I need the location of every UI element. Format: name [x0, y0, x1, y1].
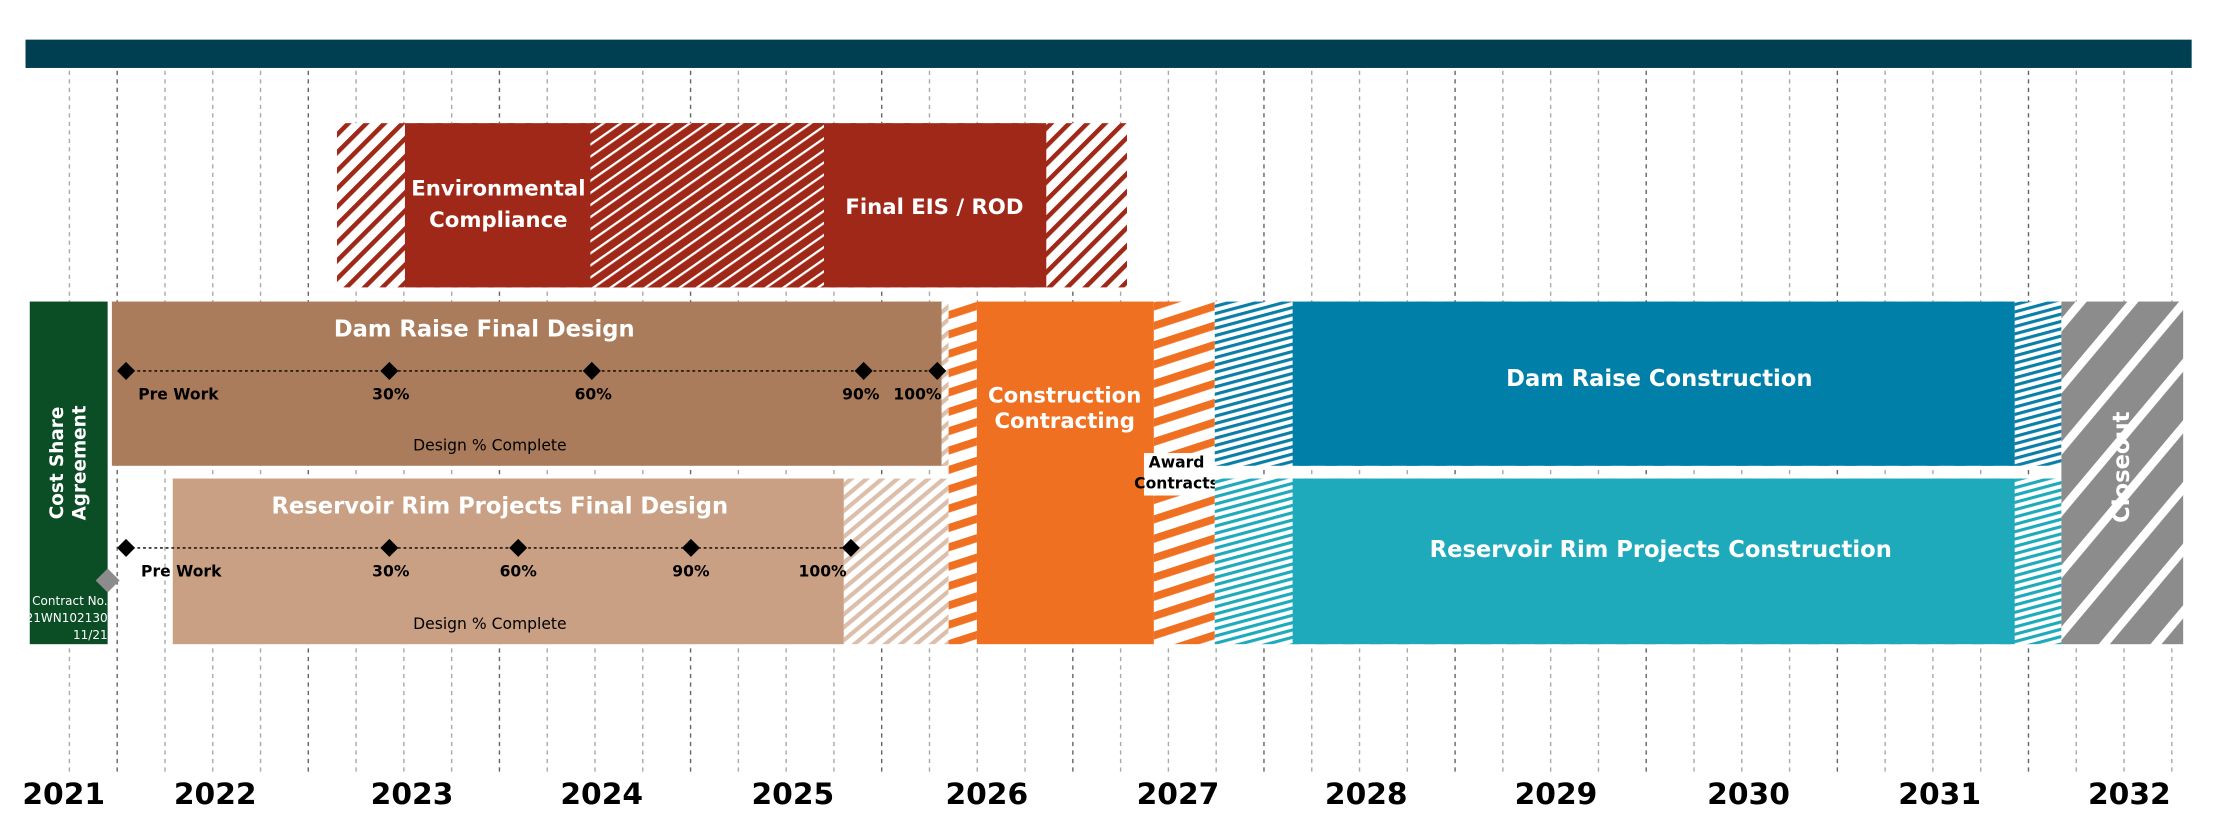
- year-label: 2029: [1515, 777, 1598, 812]
- env-label: Compliance: [429, 208, 567, 233]
- milestone-label: 90%: [672, 562, 710, 580]
- cost-share-label: Cost Share: [47, 407, 68, 520]
- award-bg: [1143, 453, 1218, 496]
- year-label: 2025: [752, 777, 835, 812]
- year-label: 2028: [1325, 777, 1408, 812]
- contract-text: 21WN102130: [26, 611, 108, 625]
- axis-label: Design % Complete: [413, 615, 566, 633]
- rim-construction-bar: [1292, 478, 2015, 645]
- contracting-label: Contracting: [994, 409, 1134, 434]
- rim-design-hatch: [843, 478, 949, 645]
- rim-design-bar: [172, 478, 844, 645]
- axis-label: Design % Complete: [413, 436, 566, 454]
- year-label: 2021: [22, 777, 105, 812]
- milestone-label: 90%: [842, 386, 880, 404]
- cost-share-bar: [29, 301, 108, 645]
- milestone-label: 30%: [372, 386, 410, 404]
- milestone-label: 60%: [500, 562, 538, 580]
- closeout-label: Closeout: [2109, 411, 2135, 522]
- year-label: 2022: [174, 777, 257, 812]
- dam-construction-label: Dam Raise Construction: [1506, 366, 1812, 392]
- year-label: 2032: [2088, 777, 2171, 812]
- years: 2021 2022 2023 2024 2025 2026 2027 2028 2029 2030…: [22, 777, 2170, 812]
- env-mid-hatch: [590, 123, 825, 288]
- award-label: Contracts: [1134, 475, 1219, 493]
- contracting-hatch: [948, 301, 977, 645]
- closeout-bar: [2061, 301, 2184, 645]
- milestone-label: Pre Work: [138, 386, 219, 404]
- milestone-diamond: [380, 361, 399, 380]
- milestone-label: 100%: [799, 562, 847, 580]
- header-bar: [25, 39, 2192, 68]
- env-milestone: Final EIS / ROD: [845, 195, 1023, 220]
- year-label: 2031: [1898, 777, 1981, 812]
- dam-design-bar: [111, 301, 945, 466]
- contract-text: Contract No.: [32, 594, 107, 608]
- rim-construction-label: Reservoir Rim Projects Construction: [1430, 537, 1892, 563]
- year-label: 2030: [1707, 777, 1790, 812]
- rim-design-title: Reservoir Rim Projects Final Design: [272, 493, 729, 519]
- year-label: 2026: [945, 777, 1028, 812]
- dam-design-hatch: [941, 301, 949, 466]
- milestone-label: Pre Work: [141, 562, 222, 580]
- env-label: Environmental: [411, 177, 585, 202]
- milestone-label: 30%: [372, 562, 410, 580]
- cost-share-label: Agreement: [70, 405, 91, 520]
- contracting-bar: [976, 301, 1154, 645]
- milestone-diamond: [117, 361, 136, 380]
- milestone-diamond: [117, 538, 136, 557]
- award-label: Award: [1149, 453, 1205, 471]
- contract-text: 11/21: [73, 628, 108, 642]
- year-label: 2027: [1137, 777, 1220, 812]
- milestone-label: 100%: [893, 386, 941, 404]
- year-label: 2024: [560, 777, 643, 812]
- milestone-label: 60%: [575, 386, 613, 404]
- dam-design-title: Dam Raise Final Design: [334, 316, 635, 342]
- dam-construction-bar: [1292, 301, 2015, 466]
- contracting-label: Construction: [988, 383, 1141, 408]
- year-label: 2023: [371, 777, 454, 812]
- dam-construction-hatch: [2014, 301, 2062, 466]
